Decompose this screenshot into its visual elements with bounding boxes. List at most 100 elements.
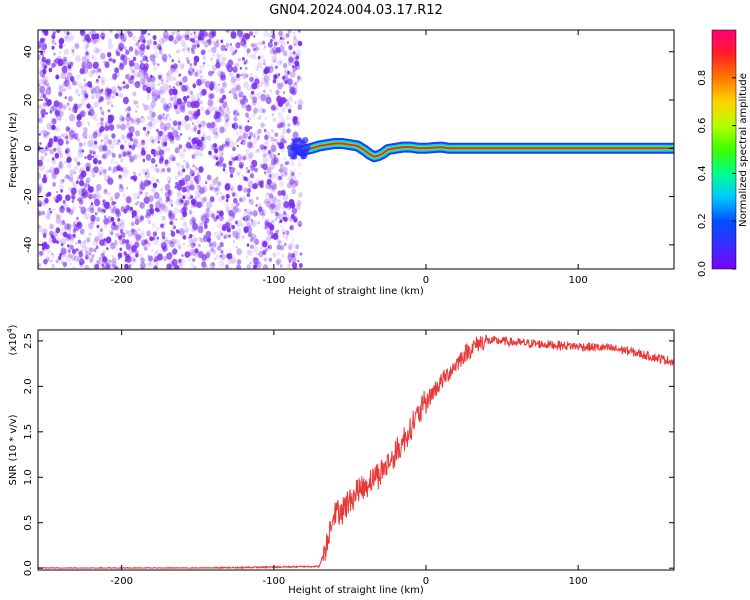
noise-point: [71, 196, 75, 200]
noise-point: [142, 84, 148, 91]
noise-point: [64, 34, 71, 43]
noise-point: [286, 128, 291, 134]
noise-point: [214, 86, 220, 93]
noise-point: [65, 149, 69, 154]
noise-point: [166, 176, 172, 182]
noise-point: [178, 245, 182, 250]
noise-point: [54, 58, 59, 64]
y-tick-label: 0.0: [23, 560, 34, 576]
noise-point: [105, 87, 110, 93]
noise-point: [171, 126, 175, 131]
noise-point: [215, 126, 218, 130]
noise-point: [289, 178, 295, 185]
noise-point: [151, 139, 155, 144]
noise-point: [122, 238, 126, 244]
noise-point: [139, 48, 145, 56]
noise-point: [79, 206, 82, 209]
noise-point: [140, 262, 146, 269]
noise-point: [268, 173, 272, 178]
noise-point: [99, 196, 102, 199]
noise-point: [191, 153, 196, 159]
noise-point: [191, 143, 197, 150]
noise-point: [84, 93, 89, 99]
noise-point: [117, 139, 121, 143]
noise-point: [112, 166, 118, 173]
noise-point: [158, 203, 163, 210]
noise-point: [153, 265, 158, 269]
noise-point: [138, 183, 142, 187]
noise-point: [124, 229, 129, 234]
noise-point: [215, 185, 221, 192]
noise-point: [192, 44, 197, 50]
noise-point: [269, 185, 275, 192]
noise-point: [230, 188, 233, 191]
noise-point: [192, 30, 197, 34]
noise-point: [74, 241, 78, 245]
noise-point: [264, 218, 270, 225]
noise-point: [278, 168, 283, 174]
noise-point: [249, 261, 252, 265]
noise-point: [94, 33, 100, 40]
noise-point: [266, 167, 272, 174]
noise-point: [294, 218, 298, 223]
noise-point: [180, 63, 185, 69]
noise-point: [52, 182, 56, 187]
noise-point: [76, 114, 82, 121]
noise-point: [242, 139, 245, 143]
noise-point: [146, 261, 152, 268]
noise-point: [179, 81, 183, 86]
noise-point: [79, 69, 83, 74]
noise-point: [64, 70, 70, 77]
colorbar-ticks: 0.00.20.40.60.8: [697, 70, 736, 277]
noise-point: [210, 57, 214, 62]
noise-point: [238, 125, 242, 130]
noise-point: [256, 149, 259, 152]
noise-point: [58, 161, 64, 170]
noise-point: [280, 138, 286, 145]
x-tick-label: 0: [423, 576, 429, 587]
noise-point: [182, 205, 188, 213]
noise-point: [236, 248, 242, 256]
noise-point: [246, 264, 251, 269]
noise-point: [180, 199, 184, 204]
noise-point: [129, 206, 134, 211]
noise-point: [249, 92, 256, 100]
noise-point: [299, 171, 302, 175]
noise-point: [73, 182, 78, 188]
noise-point: [268, 151, 272, 156]
noise-point: [215, 215, 220, 220]
noise-point: [254, 30, 259, 35]
noise-point: [241, 57, 245, 61]
noise-point: [187, 248, 194, 257]
noise-point: [84, 212, 87, 216]
noise-point: [79, 228, 85, 235]
noise-point: [149, 86, 154, 91]
noise-point: [210, 92, 215, 100]
noise-point: [65, 148, 72, 156]
noise-point: [150, 100, 156, 108]
noise-point: [163, 83, 170, 91]
noise-point: [38, 41, 42, 49]
noise-point: [92, 155, 95, 158]
noise-point: [71, 206, 76, 212]
noise-point: [128, 145, 132, 149]
noise-point: [87, 184, 91, 188]
noise-point: [246, 219, 250, 223]
noise-point: [256, 148, 260, 153]
noise-point: [205, 252, 211, 259]
noise-point: [173, 120, 178, 127]
noise-point: [245, 112, 249, 118]
noise-point: [89, 258, 94, 263]
noise-point: [116, 46, 122, 52]
noise-point: [289, 86, 296, 95]
noise-point: [142, 72, 149, 80]
noise-point: [287, 244, 293, 251]
noise-point: [121, 117, 125, 122]
noise-point: [80, 85, 85, 91]
noise-point: [126, 57, 131, 63]
noise-point: [51, 124, 56, 131]
noise-point: [285, 234, 289, 239]
noise-point: [241, 140, 246, 146]
noise-point: [214, 186, 219, 192]
noise-point: [201, 261, 207, 268]
